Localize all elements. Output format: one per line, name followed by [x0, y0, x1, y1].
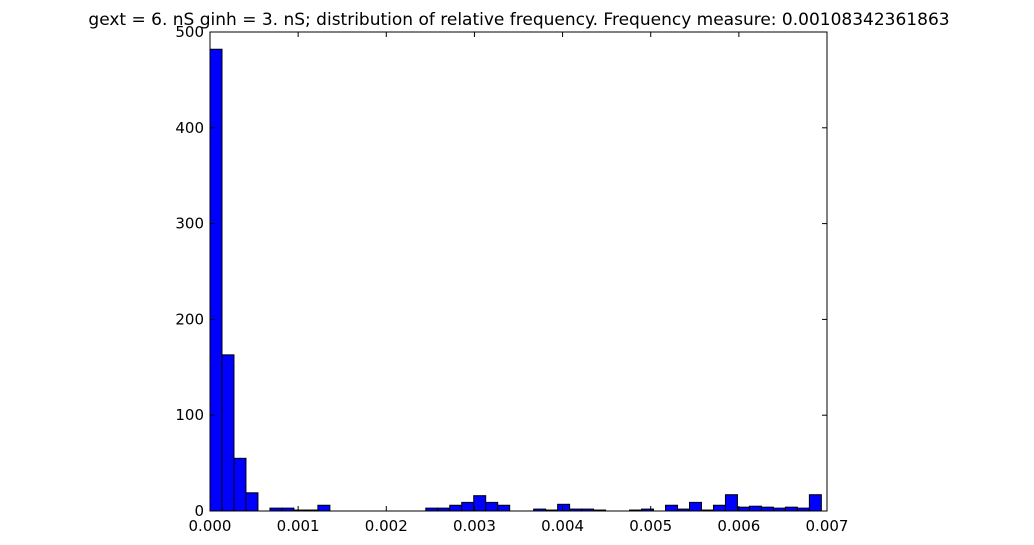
- histogram-bar: [221, 354, 235, 512]
- histogram-bar: [449, 504, 463, 512]
- histogram-bar: [245, 492, 259, 512]
- x-tick-label: 0.003: [453, 517, 496, 535]
- histogram-bar: [233, 457, 247, 512]
- histogram-bar: [808, 494, 822, 512]
- histogram-bar: [688, 501, 702, 512]
- histogram-bar: [473, 495, 487, 512]
- x-axis: 0.000 0.001 0.002 0.003 0.004 0.005 0.006 0.007: [189, 32, 849, 535]
- x-tick-label: 0.001: [277, 517, 320, 535]
- x-tick-label: 0.004: [541, 517, 584, 535]
- y-tick-label: 400: [175, 119, 204, 137]
- histogram-bar: [760, 506, 774, 512]
- histogram-bar: [724, 494, 738, 512]
- chart-title: gext = 6. nS ginh = 3. nS; distribution …: [88, 10, 949, 30]
- histogram-bar: [485, 501, 499, 512]
- histogram-bar: [317, 504, 331, 512]
- y-tick-label: 300: [175, 215, 204, 233]
- histogram-bar: [665, 504, 679, 512]
- x-tick-label: 0.007: [806, 517, 849, 535]
- histogram-bar: [461, 501, 475, 512]
- x-tick-label: 0.006: [717, 517, 760, 535]
- histogram-bar: [748, 505, 762, 512]
- histogram-bar: [557, 503, 571, 512]
- x-tick-label: 0.005: [629, 517, 672, 535]
- y-tick-label: 200: [175, 310, 204, 328]
- histogram-bar: [209, 48, 223, 512]
- x-tick-label: 0.000: [189, 517, 232, 535]
- y-tick-label: 500: [175, 23, 204, 41]
- x-tick-label: 0.002: [365, 517, 408, 535]
- y-tick-label: 100: [175, 406, 204, 424]
- histogram-bar: [784, 506, 798, 512]
- y-axis: 0 100 200 300 400 500: [175, 23, 827, 520]
- histogram-bars: [209, 48, 822, 512]
- y-tick-label: 0: [194, 502, 204, 520]
- plot-frame: [209, 31, 828, 512]
- histogram-bar: [497, 504, 511, 512]
- histogram-bar: [712, 504, 726, 512]
